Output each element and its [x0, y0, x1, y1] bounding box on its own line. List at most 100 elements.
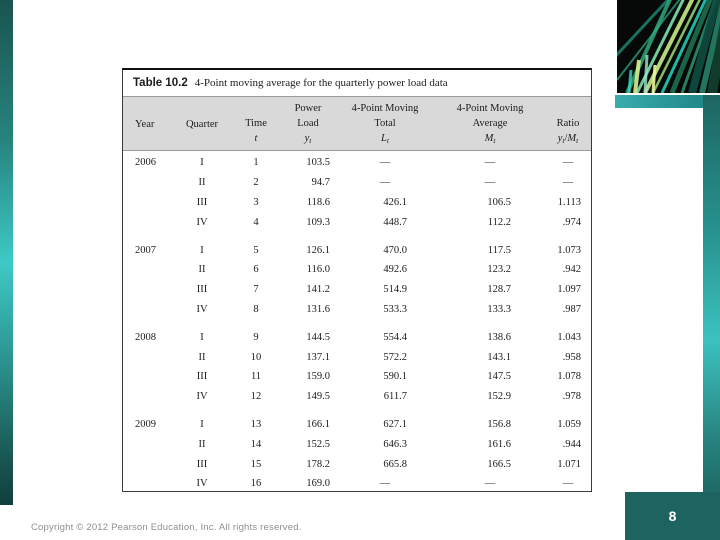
table-cell: 103.5	[306, 157, 330, 169]
table-row: II 2 94.7 — — —	[123, 173, 591, 193]
table-cell: III	[196, 458, 208, 470]
table-cell: 554.4	[383, 331, 407, 343]
table-cell: 646.3	[383, 438, 407, 450]
column-header-line: 4-Point Moving	[351, 103, 419, 114]
table-cell: 8	[253, 303, 259, 315]
table-row: 2006 I 1 103.5 — — —	[123, 153, 591, 173]
table-cell: 11	[250, 371, 262, 383]
table-cell: 128.7	[487, 284, 511, 296]
table-cell: 13	[250, 418, 262, 430]
data-table: Table 10.2 4-Point moving average for th…	[122, 68, 592, 492]
column-header: Time t	[231, 102, 281, 146]
table-cell: 138.6	[487, 331, 511, 343]
table-cell: 126.1	[306, 244, 330, 256]
table-cell: 1	[253, 157, 259, 169]
table-cell: 169.0	[306, 478, 330, 490]
table-cell: 94.7	[311, 177, 330, 189]
column-header: Year	[123, 102, 173, 146]
right-accent-strip	[703, 95, 720, 540]
column-header-line: Total	[374, 118, 396, 129]
column-header-line: Load	[297, 118, 319, 129]
column-header: 4-Point Moving Average Mt	[435, 102, 545, 146]
table-cell: .974	[562, 216, 581, 228]
table-cell: 118.6	[306, 196, 330, 208]
table-cell: 514.9	[383, 284, 407, 296]
column-header-line	[173, 102, 231, 117]
table-cell: 4	[253, 216, 259, 228]
column-header-line: 4-Point Moving	[456, 103, 524, 114]
table-cell: 16	[250, 478, 262, 490]
table-cell: 470.0	[383, 244, 407, 256]
table-cell: 10	[250, 351, 262, 363]
table-cell: 9	[253, 331, 259, 343]
table-row: IV 8 131.6 533.3 133.3 .987	[123, 300, 591, 320]
table-cell: 1.113	[557, 196, 581, 208]
table-cell: —	[562, 157, 574, 169]
table-cell: 123.2	[487, 264, 511, 276]
table-caption: Table 10.2 4-Point moving average for th…	[123, 70, 591, 97]
table-cell: 1.097	[557, 284, 581, 296]
table-cell: 152.9	[487, 391, 511, 403]
table-row: IV 12 149.5 611.7 152.9 .978	[123, 387, 591, 407]
table-cell: —	[484, 157, 496, 169]
table-cell: III	[196, 371, 208, 383]
table-row: III 15 178.2 665.8 166.5 1.071	[123, 454, 591, 474]
table-cell: 137.1	[306, 351, 330, 363]
column-header-line: Ratio	[556, 118, 580, 129]
table-cell: III	[196, 284, 208, 296]
table-caption-label: Table 10.2	[133, 77, 188, 89]
table-cell: 5	[253, 244, 259, 256]
table-row: 2007 I 5 126.1 470.0 117.5 1.073	[123, 240, 591, 260]
table-cell: —	[562, 177, 574, 189]
table-cell: 7	[253, 284, 259, 296]
copyright-text: Copyright © 2012 Pearson Education, Inc.…	[31, 522, 302, 533]
table-cell: 426.1	[383, 196, 407, 208]
table-cell: —	[562, 478, 574, 490]
table-cell: 611.7	[383, 391, 407, 403]
table-row: III 3 118.6 426.1 106.5 1.113	[123, 193, 591, 213]
table-cell: 1.078	[557, 371, 581, 383]
table-cell: I	[200, 244, 204, 256]
table-cell: 3	[253, 196, 259, 208]
left-accent-bar	[0, 0, 13, 505]
column-header-line: Time	[245, 118, 267, 129]
table-cell: I	[200, 331, 204, 343]
table-cell: 156.8	[487, 418, 511, 430]
column-header: Ratio yt/Mt	[545, 102, 591, 146]
table-cell: 14	[250, 438, 262, 450]
table-cell: 117.5	[487, 244, 511, 256]
table-cell: .944	[562, 438, 581, 450]
table-cell: 166.1	[306, 418, 330, 430]
column-header-line: Average	[472, 118, 508, 129]
column-header-line	[545, 101, 591, 116]
fiber-optic-image	[617, 0, 720, 93]
table-cell: —	[484, 177, 496, 189]
table-cell: 178.2	[306, 458, 330, 470]
table-cell: II	[198, 177, 206, 189]
table-cell: 131.6	[306, 303, 330, 315]
table-cell: 15	[250, 458, 262, 470]
column-header-line: t	[254, 133, 258, 144]
table-row: III 7 141.2 514.9 128.7 1.097	[123, 280, 591, 300]
column-header-line: Mt	[484, 133, 496, 145]
table-row: II 14 152.5 646.3 161.6 .944	[123, 434, 591, 454]
table-cell: 1.059	[557, 418, 581, 430]
table-cell: —	[379, 157, 391, 169]
column-header: Quarter	[173, 102, 231, 146]
column-header-line	[231, 101, 281, 116]
table-cell: 590.1	[383, 371, 407, 383]
table-cell: 141.2	[306, 284, 330, 296]
table-cell: IV	[196, 478, 208, 490]
table-cell: 1.071	[557, 458, 581, 470]
page-number: 8	[668, 508, 677, 524]
table-cell: .958	[562, 351, 581, 363]
table-cell: II	[198, 264, 206, 276]
table-cell: 147.5	[487, 371, 511, 383]
table-cell: IV	[196, 391, 208, 403]
table-cell: 665.8	[383, 458, 407, 470]
table-cell: 2008	[135, 331, 156, 343]
table-cell: —	[379, 478, 391, 490]
column-header-line	[123, 132, 173, 146]
table-row: IV 4 109.3 448.7 112.2 .974	[123, 212, 591, 232]
column-header-line: Lt	[381, 133, 389, 145]
